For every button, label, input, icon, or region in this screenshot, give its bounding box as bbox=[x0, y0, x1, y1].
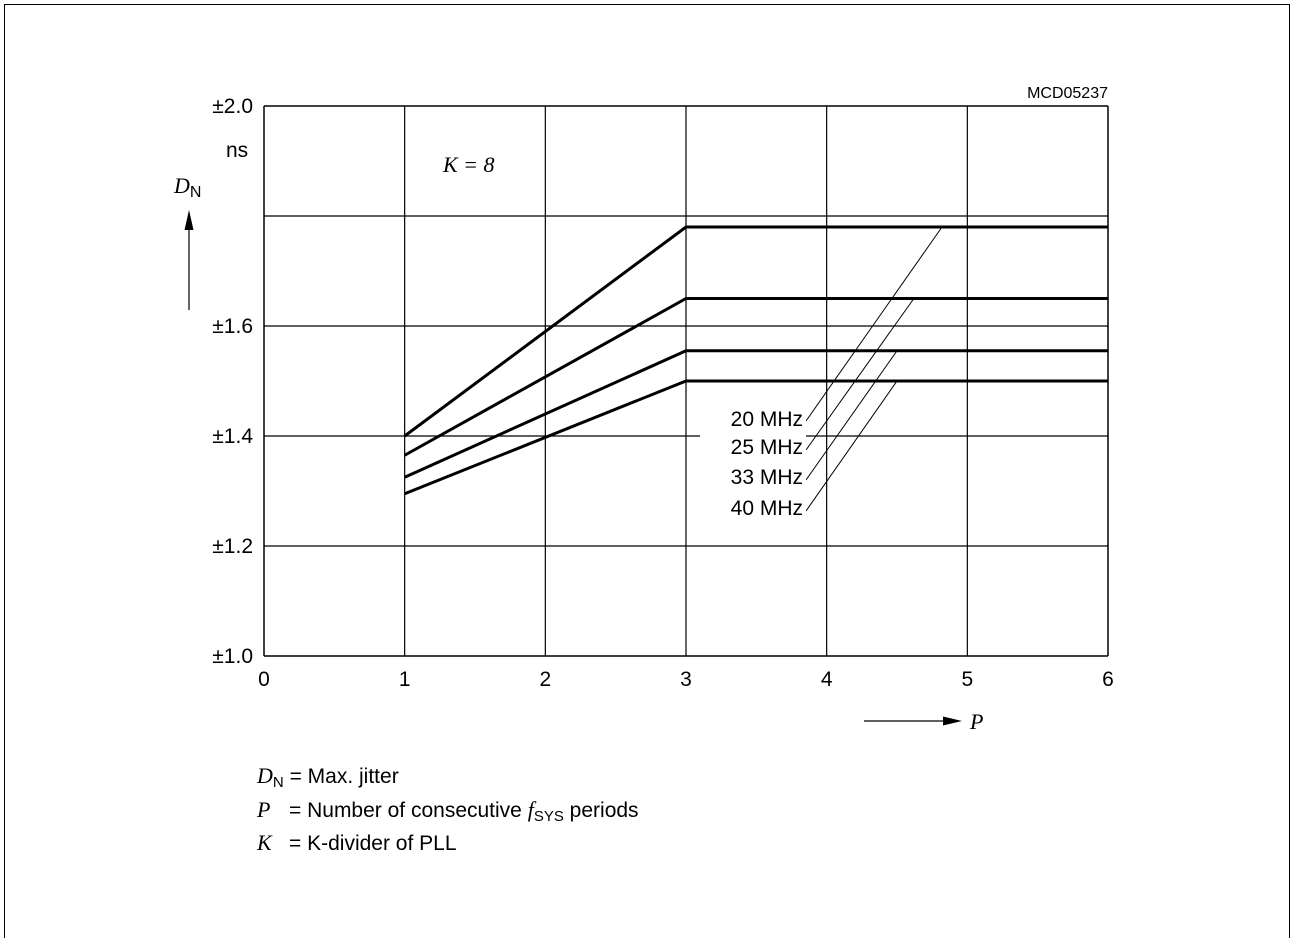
series-lines bbox=[403, 225, 1108, 496]
legend-line-dn: DN = Max. jitter bbox=[256, 763, 399, 791]
figure-id: MCD05237 bbox=[1027, 85, 1108, 102]
y-axis-arrow bbox=[184, 210, 194, 310]
y-axis-label: DN bbox=[173, 173, 201, 201]
k-annotation: K = 8 bbox=[442, 152, 495, 177]
legend-line-k: K = K-divider of PLL bbox=[256, 830, 457, 855]
x-axis-arrow bbox=[864, 716, 962, 726]
label-leaders bbox=[805, 226, 943, 512]
x-tick-label: 3 bbox=[680, 668, 692, 691]
y-tick-label: ±1.2 bbox=[212, 535, 253, 558]
leader-line-2 bbox=[805, 350, 898, 481]
series-label-20mhz: 20 MHz bbox=[731, 408, 803, 431]
series-line-0 bbox=[403, 225, 1108, 438]
y-tick-label: ±1.0 bbox=[212, 645, 253, 668]
series-label-40mhz: 40 MHz bbox=[731, 497, 803, 520]
series-line-2 bbox=[404, 349, 1108, 479]
figure-frame bbox=[4, 4, 1290, 938]
x-axis-label: P bbox=[969, 709, 983, 734]
x-tick-label: 0 bbox=[258, 668, 270, 691]
x-tick-label: 2 bbox=[539, 668, 551, 691]
y-tick-label: ±1.4 bbox=[212, 425, 253, 448]
x-tick-label: 4 bbox=[821, 668, 833, 691]
x-tick-label: 5 bbox=[961, 668, 973, 691]
series-label-25mhz: 25 MHz bbox=[731, 436, 803, 459]
legend: DN = Max. jitter P = Number of consecuti… bbox=[256, 763, 639, 855]
series-line-1 bbox=[403, 297, 1108, 457]
series-labels: 20 MHz 25 MHz 33 MHz 40 MHz bbox=[700, 402, 806, 520]
x-tick-label: 6 bbox=[1102, 668, 1114, 691]
series-line-3 bbox=[404, 379, 1108, 496]
leader-line-3 bbox=[805, 380, 898, 512]
x-tick-label: 1 bbox=[399, 668, 411, 691]
legend-line-p: P = Number of consecutive fSYS periods bbox=[256, 797, 639, 825]
series-label-33mhz: 33 MHz bbox=[731, 466, 803, 489]
y-tick-label: ±2.0 bbox=[212, 95, 253, 118]
y-tick-label: ±1.6 bbox=[212, 315, 253, 338]
leader-line-1 bbox=[805, 298, 915, 451]
leader-line-0 bbox=[805, 226, 943, 422]
y-unit-label: ns bbox=[226, 139, 248, 162]
tick-labels: 0 1 2 3 4 5 6 ±1.0 ±1.2 ±1.4 ±1.6 ±2.0 bbox=[212, 95, 1114, 691]
